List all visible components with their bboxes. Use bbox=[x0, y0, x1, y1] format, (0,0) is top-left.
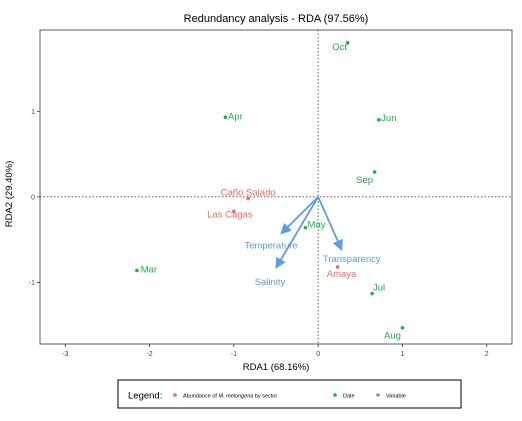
x-tick-label: -1 bbox=[231, 351, 237, 358]
legend-swatch bbox=[376, 393, 380, 397]
legend-entry: Abundance of M. melongena by sector bbox=[173, 393, 277, 400]
point-label-jun: Jun bbox=[381, 113, 396, 124]
chart-title: Redundancy analysis - RDA (97.56%) bbox=[184, 13, 369, 25]
y-axis-label: RDA2 (29.40%) bbox=[4, 161, 15, 228]
label-layer: Temperature Salinity Transparency Caño Sala… bbox=[141, 42, 401, 342]
plot-frame bbox=[39, 29, 513, 345]
vector-arrow-temperature bbox=[280, 196, 319, 235]
legend-label: Date bbox=[343, 394, 355, 400]
y-tick-label: -1 bbox=[29, 280, 35, 287]
y-axis: -1 0 1 bbox=[29, 109, 40, 287]
legend-label-prefix: Abundance of bbox=[183, 394, 218, 400]
vector-label-salinity: Salinity bbox=[255, 277, 286, 288]
vector-arrow-salinity bbox=[275, 196, 319, 269]
x-tick-label: -3 bbox=[62, 351, 68, 358]
legend: Legend: Abundance of M. melongena by sec… bbox=[117, 379, 462, 409]
point-label-apr: Apr bbox=[228, 111, 243, 122]
legend-label-suffix: by sector bbox=[253, 394, 277, 400]
legend-entries: Abundance of M. melongena by sector Date V… bbox=[173, 393, 406, 400]
x-axis: -3 -2 -1 0 1 2 bbox=[62, 344, 489, 358]
point-jun bbox=[377, 118, 381, 122]
point-label-cano-salado: Caño Salado bbox=[221, 188, 276, 199]
x-tick-label: 2 bbox=[485, 351, 489, 358]
variable-vectors bbox=[275, 196, 343, 269]
legend-swatch bbox=[173, 393, 177, 397]
vector-label-transparency: Transparency bbox=[323, 254, 381, 265]
legend-label: Abundance of M. melongena by sector bbox=[183, 394, 277, 400]
point-sep bbox=[372, 170, 377, 174]
y-tick-label: 0 bbox=[31, 194, 35, 201]
point-label-jul: Jul bbox=[373, 283, 385, 294]
point-label-mar: Mar bbox=[141, 264, 157, 275]
legend-box bbox=[117, 379, 462, 409]
y-tick-label: 1 bbox=[31, 109, 35, 116]
point-label-oct: Oct bbox=[332, 42, 347, 53]
point-amaya bbox=[335, 265, 340, 269]
legend-label-species: M. melongena bbox=[218, 394, 253, 400]
x-axis-label: RDA1 (68.16%) bbox=[243, 362, 310, 373]
point-las-cagas bbox=[232, 209, 236, 214]
x-tick-label: -2 bbox=[146, 351, 152, 358]
point-may bbox=[303, 225, 308, 230]
legend-entry: Date bbox=[333, 393, 355, 400]
legend-entry: Variable bbox=[376, 393, 406, 400]
point-label-amaya: Amaya bbox=[327, 269, 357, 280]
x-tick-label: 1 bbox=[400, 351, 404, 358]
point-aug bbox=[400, 325, 405, 330]
vector-arrow-transparency bbox=[317, 196, 343, 251]
point-label-aug: Aug bbox=[384, 331, 401, 342]
point-label-sep: Sep bbox=[356, 175, 373, 186]
x-tick-label: 0 bbox=[316, 351, 320, 358]
point-oct bbox=[345, 41, 350, 45]
vector-label-temperature: Temperature bbox=[244, 241, 297, 252]
legend-swatch bbox=[333, 393, 337, 397]
point-mar bbox=[135, 268, 139, 273]
point-cano-salado bbox=[246, 196, 250, 201]
point-apr bbox=[223, 115, 228, 120]
legend-label: Variable bbox=[386, 394, 406, 400]
reference-lines bbox=[40, 30, 512, 344]
point-label-las-cagas: Las Cagas bbox=[207, 209, 253, 220]
point-label-may: May bbox=[308, 220, 326, 231]
point-layer bbox=[135, 41, 405, 330]
point-jul bbox=[370, 291, 374, 296]
legend-title: Legend: bbox=[128, 391, 162, 402]
